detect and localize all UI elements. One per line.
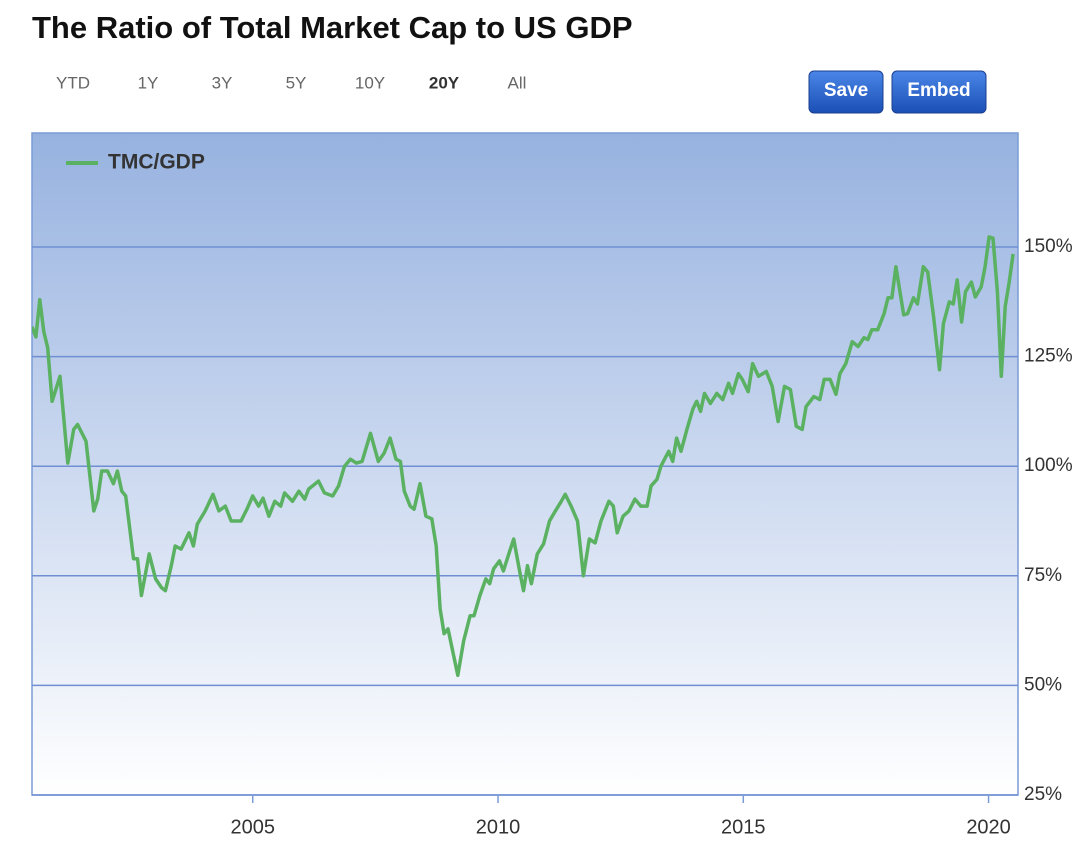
y-tick-label: 100% xyxy=(1024,455,1073,476)
range-button[interactable]: All xyxy=(508,73,527,92)
series-line xyxy=(32,235,1015,678)
x-tick-label: 2020 xyxy=(966,816,1011,838)
plot-area xyxy=(31,132,1019,796)
page-title: The Ratio of Total Market Cap to US GDP xyxy=(32,10,633,45)
range-button[interactable]: 10Y xyxy=(355,73,385,92)
y-tick-label: 125% xyxy=(1024,346,1073,367)
x-tick-label: 2005 xyxy=(230,816,275,838)
range-button[interactable]: YTD xyxy=(56,73,90,92)
range-button[interactable]: 3Y xyxy=(212,73,233,92)
y-tick-label: 50% xyxy=(1024,674,1062,695)
action-button[interactable] xyxy=(891,70,987,114)
x-tick-label: 2015 xyxy=(721,816,766,838)
action-button-label[interactable]: Save xyxy=(824,80,868,101)
range-button[interactable]: 20Y xyxy=(429,73,460,92)
action-button-label[interactable]: Embed xyxy=(907,80,970,101)
range-button[interactable]: 1Y xyxy=(138,73,159,92)
range-button[interactable]: 5Y xyxy=(286,73,307,92)
action-button[interactable] xyxy=(808,70,884,114)
y-tick-label: 150% xyxy=(1024,236,1073,257)
y-tick-label: 75% xyxy=(1024,565,1062,586)
y-tick-label: 25% xyxy=(1024,784,1062,805)
plot-series xyxy=(32,235,1015,678)
x-tick-label: 2010 xyxy=(476,816,521,838)
legend-label: TMC/GDP xyxy=(108,151,205,174)
